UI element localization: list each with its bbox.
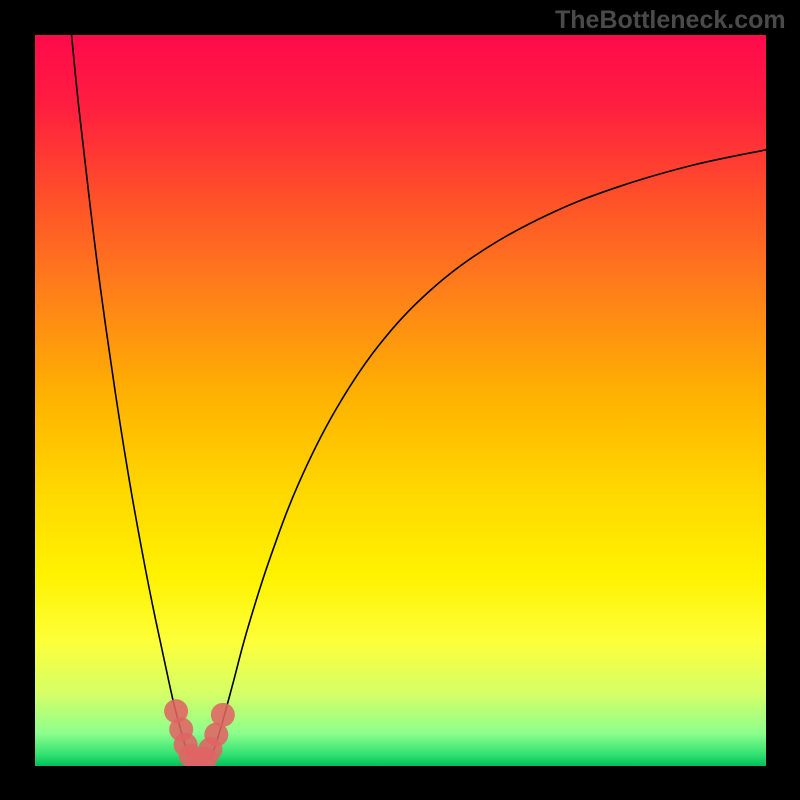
chart-background bbox=[35, 35, 766, 766]
attribution-watermark: TheBottleneck.com bbox=[555, 6, 786, 35]
chart-svg bbox=[35, 35, 766, 766]
marker-point bbox=[211, 703, 235, 727]
chart-plot-area bbox=[35, 35, 766, 766]
